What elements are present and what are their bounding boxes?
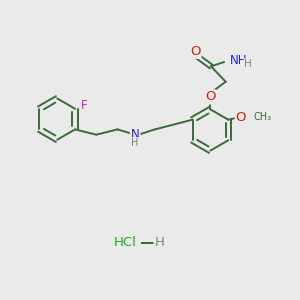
Text: H: H: [131, 138, 139, 148]
Text: N: N: [131, 128, 140, 141]
Text: H: H: [154, 236, 164, 249]
Text: O: O: [190, 45, 201, 58]
Text: H: H: [244, 59, 252, 69]
Text: O: O: [236, 111, 246, 124]
Text: O: O: [205, 91, 216, 103]
Text: F: F: [81, 99, 87, 112]
Text: NH: NH: [230, 54, 247, 67]
Text: CH₃: CH₃: [254, 112, 272, 122]
Text: HCl: HCl: [113, 236, 136, 249]
